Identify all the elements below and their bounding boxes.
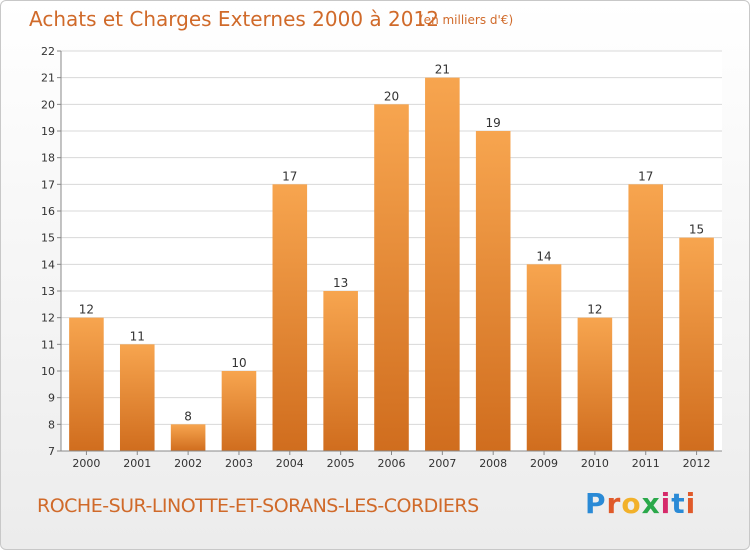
x-tick-label-2004: 2004 (276, 457, 304, 470)
x-tick-label-2009: 2009 (530, 457, 558, 470)
logo-letter: i (660, 487, 672, 520)
y-tick-label: 9 (48, 392, 55, 405)
x-tick-label-2008: 2008 (479, 457, 507, 470)
y-tick-label: 16 (41, 205, 55, 218)
logo-letter: P (585, 487, 607, 520)
y-tick-label: 8 (48, 418, 55, 431)
x-tick-label-2011: 2011 (632, 457, 660, 470)
data-label-2000: 12 (79, 303, 94, 317)
data-label-2008: 19 (486, 116, 501, 130)
x-tick-label-2000: 2000 (72, 457, 100, 470)
data-label-2003: 10 (231, 356, 246, 370)
y-tick-label: 18 (41, 152, 55, 165)
data-label-2004: 17 (282, 169, 297, 183)
axes (60, 51, 722, 452)
bar-2010 (577, 317, 613, 451)
x-tick-label-2010: 2010 (581, 457, 609, 470)
bar-2008 (475, 131, 511, 451)
x-tick-label-2001: 2001 (123, 457, 151, 470)
y-tick-label: 11 (41, 338, 55, 351)
data-label-2001: 11 (130, 329, 145, 343)
bar-2000 (69, 317, 104, 451)
y-tick-label: 7 (48, 445, 55, 458)
y-tick-label: 20 (41, 98, 55, 111)
bars (69, 77, 714, 452)
y-tick-label: 21 (41, 72, 55, 85)
chart-title: Achats et Charges Externes 2000 à 2012 (29, 7, 439, 31)
bar-2002 (170, 424, 206, 451)
y-tick-label: 19 (41, 125, 55, 138)
bar-2005 (323, 291, 358, 451)
data-label-2006: 20 (384, 89, 399, 103)
y-tick-label: 15 (41, 232, 55, 245)
x-tick-label-2003: 2003 (225, 457, 253, 470)
x-tick-label-2002: 2002 (174, 457, 202, 470)
data-label-2012: 15 (689, 223, 704, 237)
bar-2007 (425, 77, 460, 452)
x-tick-label-2012: 2012 (683, 457, 711, 470)
bar-2001 (119, 344, 155, 451)
location-name: ROCHE-SUR-LINOTTE-ET-SORANS-LES-CORDIERS (37, 495, 479, 517)
logo-letter: i (685, 487, 697, 520)
bar-2003 (221, 371, 257, 451)
bar-2012 (679, 237, 714, 451)
logo-letter: x (641, 487, 661, 520)
data-label-2010: 12 (587, 303, 602, 317)
data-label-2002: 8 (184, 409, 192, 423)
bar-2009 (526, 264, 562, 451)
y-tick-label: 14 (41, 258, 55, 271)
y-tick-label: 13 (41, 285, 55, 298)
logo-letter: t (671, 487, 686, 520)
logo-letter: r (606, 487, 622, 520)
data-labels: 12 11 8 10 17 13 20 21 19 14 12 17 15 (79, 63, 704, 424)
x-axis-ticks: 2000 2001 2002 2003 2004 2005 2006 2007 2008 2009… (72, 451, 711, 470)
y-tick-label: 12 (41, 312, 55, 325)
x-tick-label-2007: 2007 (428, 457, 456, 470)
y-axis-ticks: 7 8 9 10 11 12 13 14 15 16 17 18 19 20 21 22 (41, 45, 61, 458)
bar-2011 (628, 184, 664, 452)
bar-2006 (374, 104, 409, 451)
bar-2004 (272, 184, 308, 452)
data-label-2009: 14 (536, 249, 551, 263)
data-label-2011: 17 (638, 169, 653, 183)
y-tick-label: 17 (41, 178, 55, 191)
data-label-2007: 21 (435, 63, 450, 77)
x-tick-label-2006: 2006 (378, 457, 406, 470)
y-tick-label: 22 (41, 45, 55, 58)
logo-letter: o (621, 487, 642, 520)
y-tick-label: 10 (41, 365, 55, 378)
proxiti-logo[interactable]: Proxiti (585, 487, 696, 520)
chart-unit: (en milliers d'€) (419, 13, 514, 27)
data-label-2005: 13 (333, 276, 348, 290)
x-tick-label-2005: 2005 (327, 457, 355, 470)
